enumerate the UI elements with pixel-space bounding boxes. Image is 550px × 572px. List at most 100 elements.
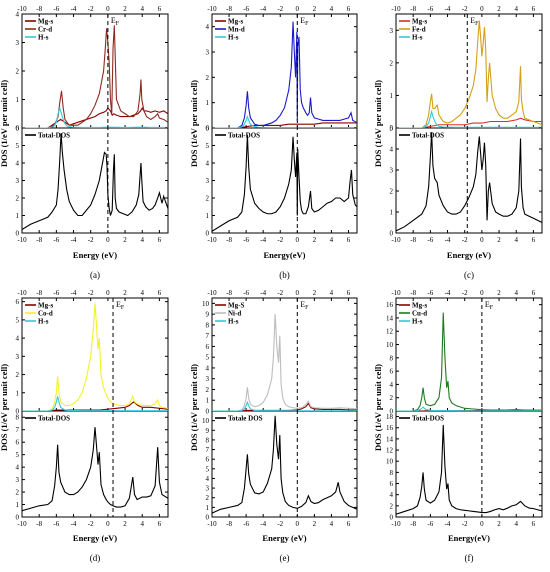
x-tick-label-top: 6 bbox=[347, 289, 351, 297]
x-tick-label-top: 6 bbox=[158, 5, 162, 13]
x-tick-label-bottom: -6 bbox=[53, 520, 59, 528]
series-line-h-s bbox=[212, 400, 357, 411]
panel-label: (b) bbox=[279, 270, 290, 280]
x-tick-label-bottom: -6 bbox=[53, 236, 59, 244]
x-tick-label-top: 6 bbox=[158, 289, 162, 297]
y-tick-label: 3 bbox=[206, 177, 210, 185]
x-tick-label-bottom: -2 bbox=[88, 236, 94, 244]
y-tick-label: 2 bbox=[206, 195, 210, 203]
x-tick-label-top: -8 bbox=[226, 289, 232, 297]
series-line-cr-d bbox=[22, 25, 168, 128]
panel-a: -10-10-8-8-6-6-4-4-2-20022446601234Mg-sC… bbox=[0, 5, 169, 280]
series-line-mg-s bbox=[212, 402, 357, 411]
panel-b: -10-10-8-8-6-6-4-4-2-20022446601234Mg-sM… bbox=[189, 5, 358, 280]
y-tick-label: 1 bbox=[206, 504, 210, 512]
fermi-label-subscript: F bbox=[305, 21, 309, 27]
x-tick-label-bottom: -8 bbox=[36, 520, 42, 528]
x-tick-label-bottom: -10 bbox=[17, 236, 27, 244]
fermi-label: EF bbox=[116, 300, 125, 311]
y-tick-label: 10 bbox=[386, 458, 394, 466]
x-tick-label-bottom: 6 bbox=[158, 236, 162, 244]
panel-frame bbox=[395, 297, 543, 518]
y-tick-label: 6 bbox=[16, 439, 20, 447]
x-tick-label-top: 0 bbox=[480, 289, 484, 297]
series-line-totale-dos bbox=[212, 415, 357, 514]
legend-label: Ni-d bbox=[228, 310, 241, 318]
y-tick-label: 4 bbox=[16, 335, 20, 343]
legend-label: Total-DOS bbox=[412, 415, 444, 423]
legend-label: H-s bbox=[38, 34, 49, 42]
x-tick-label-top: 0 bbox=[296, 5, 300, 13]
x-tick-label-top: -8 bbox=[36, 289, 42, 297]
x-tick-label-bottom: 2 bbox=[313, 236, 317, 244]
y-tick-label: 5 bbox=[390, 125, 394, 133]
y-tick-label: 3 bbox=[390, 27, 394, 35]
y-tick-label: 4 bbox=[390, 491, 394, 499]
y-tick-label: 14 bbox=[386, 435, 394, 443]
legend-label: H-s bbox=[228, 34, 239, 42]
y-tick-label: 3 bbox=[16, 177, 20, 185]
x-tick-label-top: -4 bbox=[260, 5, 266, 13]
y-tick-label: 0 bbox=[390, 125, 394, 133]
x-tick-label-top: 0 bbox=[106, 5, 110, 13]
series-line-mg-s bbox=[212, 122, 357, 128]
y-tick-label: 0 bbox=[390, 230, 394, 238]
y-tick-label: 4 bbox=[16, 11, 20, 19]
y-tick-label: 2 bbox=[206, 494, 210, 502]
series-line-h-s bbox=[22, 106, 168, 128]
x-tick-label-top: -2 bbox=[462, 289, 468, 297]
x-tick-label-top: -8 bbox=[410, 289, 416, 297]
x-tick-label-top: -4 bbox=[445, 289, 451, 297]
series-line-h-s bbox=[212, 114, 357, 128]
x-tick-label-bottom: -4 bbox=[260, 236, 266, 244]
legend-label: Mg-s bbox=[38, 302, 53, 310]
x-tick-label-top: -2 bbox=[277, 5, 283, 13]
x-tick-label-bottom: -6 bbox=[427, 520, 433, 528]
fermi-label-subscript: F bbox=[121, 305, 125, 311]
x-tick-label-bottom: 6 bbox=[532, 236, 536, 244]
legend-label: Mg-s bbox=[228, 18, 243, 26]
x-tick-label-bottom: 4 bbox=[330, 236, 334, 244]
y-tick-label: 6 bbox=[206, 125, 210, 133]
y-tick-label: 9 bbox=[206, 311, 210, 319]
y-tick-label: 1 bbox=[16, 501, 20, 509]
y-tick-label: 3 bbox=[16, 39, 20, 47]
x-tick-label-bottom: -8 bbox=[226, 520, 232, 528]
y-axis-title: DOS (1/eV per unit cell) bbox=[373, 364, 383, 451]
x-tick-label-bottom: -4 bbox=[445, 520, 451, 528]
x-tick-label-top: -8 bbox=[410, 5, 416, 13]
panel-c: -10 -10 -8 -8 -6 -6 -4 -4 -2 -2 0 0 2 2 4 4 6 6 0 1 2 3 Mg-sFe… bbox=[373, 5, 543, 280]
x-tick-label-bottom: -6 bbox=[243, 520, 249, 528]
y-tick-label: 14 bbox=[386, 314, 394, 322]
legend-label: Cu-d bbox=[412, 310, 427, 318]
y-tick-label: 2 bbox=[390, 394, 394, 402]
y-tick-label: 0 bbox=[390, 408, 394, 416]
x-tick-label-top: 4 bbox=[330, 5, 334, 13]
x-tick-label-top: 0 bbox=[480, 5, 484, 13]
fermi-label: EF bbox=[470, 16, 479, 27]
panel-label: (d) bbox=[90, 553, 101, 563]
panel-frame bbox=[211, 13, 358, 234]
legend-label: Mg-S bbox=[228, 302, 244, 310]
y-tick-label: 12 bbox=[386, 328, 394, 336]
x-tick-label-bottom: 0 bbox=[296, 520, 300, 528]
x-tick-label-top: 2 bbox=[123, 5, 127, 13]
x-axis-title: Energy(eV) bbox=[263, 250, 305, 260]
x-tick-label-top: -6 bbox=[427, 5, 433, 13]
y-tick-label: 5 bbox=[206, 354, 210, 362]
series-line-co-d bbox=[22, 303, 168, 411]
panel-frame bbox=[21, 297, 169, 518]
y-tick-label: 4 bbox=[390, 381, 394, 389]
x-tick-label-bottom: -2 bbox=[277, 520, 283, 528]
y-tick-label: 5 bbox=[16, 451, 20, 459]
y-tick-label: 6 bbox=[390, 368, 394, 376]
x-tick-label-bottom: -6 bbox=[243, 236, 249, 244]
y-tick-label: 1 bbox=[16, 389, 20, 397]
x-axis-title: Energy(eV) bbox=[448, 533, 490, 543]
y-tick-label: 16 bbox=[386, 301, 394, 309]
fermi-label-subscript: F bbox=[305, 305, 309, 311]
y-tick-label: 0 bbox=[206, 125, 210, 133]
x-tick-label-bottom: -10 bbox=[391, 520, 401, 528]
x-tick-label-top: 0 bbox=[106, 289, 110, 297]
x-tick-label-top: 2 bbox=[313, 5, 317, 13]
